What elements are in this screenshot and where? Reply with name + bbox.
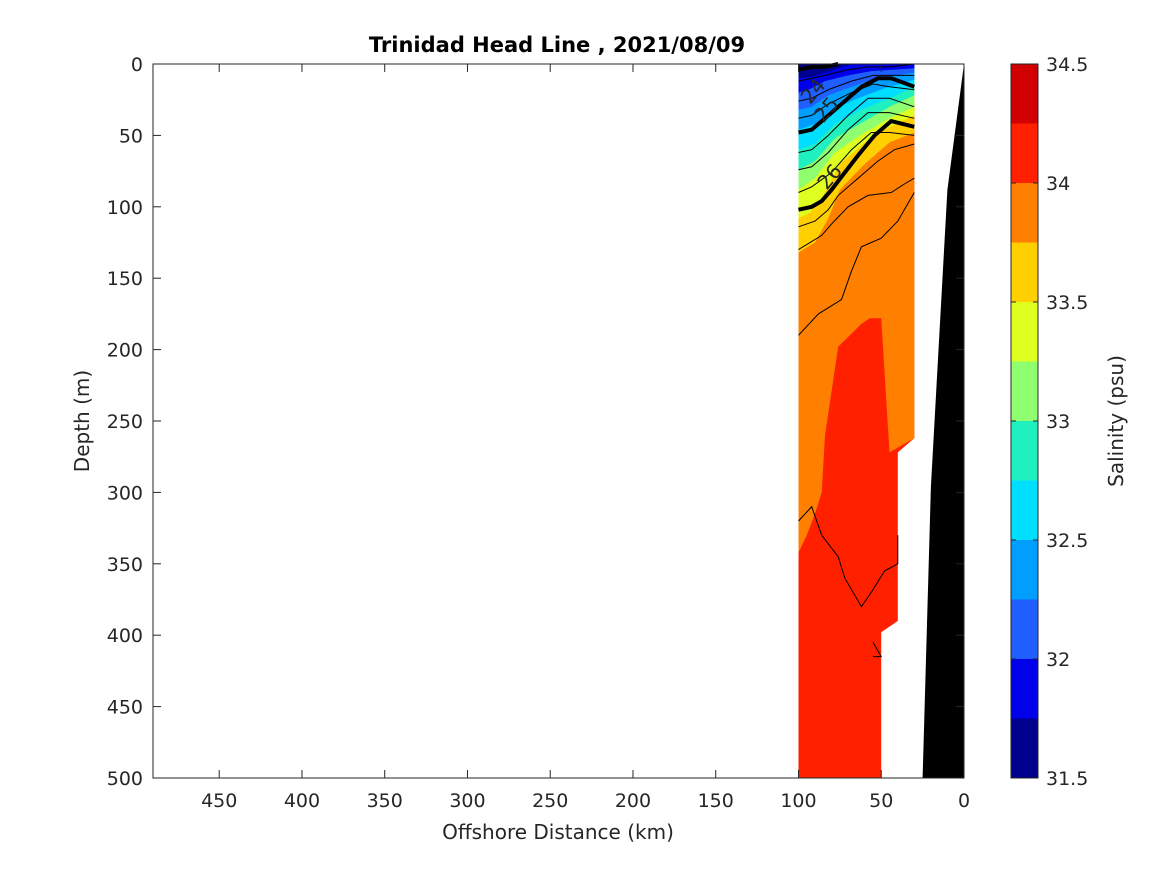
colorbar-tick-label-2: 32.5	[1046, 530, 1088, 552]
density-contour-bold-1	[798, 76, 915, 135]
density-contour-thin-4	[798, 112, 915, 171]
colorbar-swatch-1	[1011, 659, 1038, 719]
y-tick-label-4: 200	[107, 340, 143, 362]
colorbar-tick-label-6: 34.5	[1046, 54, 1088, 76]
density-contour-thin-6	[798, 143, 915, 228]
colorbar-swatch-5	[1011, 421, 1038, 481]
y-axis-label: Depth (m)	[70, 370, 94, 472]
colorbar-tick-label-0: 31.5	[1046, 768, 1088, 790]
y-tick-label-10: 500	[107, 768, 143, 790]
density-contour-thin-8	[798, 192, 915, 336]
colorbar-swatch-10	[1011, 123, 1038, 183]
colorbar-swatch-3	[1011, 540, 1038, 600]
y-tick-label-3: 150	[107, 268, 143, 290]
density-contour-thin-5	[798, 132, 915, 193]
colorbar-tick-label-5: 34	[1046, 173, 1070, 195]
colorbar-swatch-8	[1011, 242, 1038, 302]
y-tick-label-7: 350	[107, 554, 143, 576]
x-tick-label-2: 350	[367, 790, 403, 812]
colorbar-tick-label-4: 33.5	[1046, 292, 1088, 314]
x-tick-label-6: 150	[698, 790, 734, 812]
density-contour-thin-2	[798, 83, 915, 119]
density-contour-thin-7	[798, 177, 915, 251]
colorbar-label: Salinity (psu)	[1104, 355, 1128, 487]
x-tick-label-1: 400	[284, 790, 320, 812]
y-tick-label-8: 400	[107, 625, 143, 647]
y-tick-label-2: 100	[107, 197, 143, 219]
colorbar-swatch-7	[1011, 302, 1038, 362]
y-tick-label-1: 50	[119, 125, 143, 147]
density-contours	[798, 62, 915, 658]
y-tick-label-5: 250	[107, 411, 143, 433]
chart-title: Trinidad Head Line , 2021/08/09	[369, 33, 745, 57]
density-contour-thin-10	[872, 642, 883, 658]
colorbar-tick-label-1: 32	[1046, 649, 1070, 671]
y-tick-label-0: 0	[131, 54, 143, 76]
colorbar-swatch-11	[1011, 64, 1038, 124]
density-contour-thin-9	[798, 505, 899, 608]
density-contour-thin-1	[798, 74, 915, 102]
x-axis-ticks: 450 400 350 300 250 200 150 100 50 0	[201, 64, 970, 812]
y-tick-label-9: 450	[107, 697, 143, 719]
density-contour-bold-0	[798, 62, 839, 72]
density-contour-thin-0	[798, 63, 915, 82]
colorbar	[1010, 63, 1039, 779]
y-axis-ticks: 0 50 100 150 200 250 300 350 400 450 500	[107, 54, 964, 790]
colorbar-swatch-2	[1011, 599, 1038, 659]
x-tick-label-0: 450	[201, 790, 237, 812]
density-contour-thin-3	[798, 97, 915, 153]
colorbar-swatch-6	[1011, 361, 1038, 421]
x-tick-label-9: 0	[958, 790, 970, 812]
x-axis-label: Offshore Distance (km)	[442, 820, 674, 844]
x-tick-label-3: 300	[449, 790, 485, 812]
x-tick-label-5: 200	[615, 790, 651, 812]
x-tick-label-7: 100	[780, 790, 816, 812]
colorbar-swatch-4	[1011, 480, 1038, 540]
colorbar-swatch-9	[1011, 183, 1038, 243]
x-tick-label-8: 50	[869, 790, 893, 812]
x-tick-label-4: 250	[532, 790, 568, 812]
y-tick-label-6: 300	[107, 482, 143, 504]
colorbar-tick-label-3: 33	[1046, 411, 1070, 433]
density-contour-bold-2	[798, 118, 915, 212]
colorbar-ticks: 31.5 32 32.5 33 33.5 34 34.5	[1011, 54, 1088, 790]
bathymetry-seafloor	[922, 64, 964, 778]
salinity-contour-field	[798, 64, 915, 778]
colorbar-swatch-0	[1011, 718, 1038, 778]
